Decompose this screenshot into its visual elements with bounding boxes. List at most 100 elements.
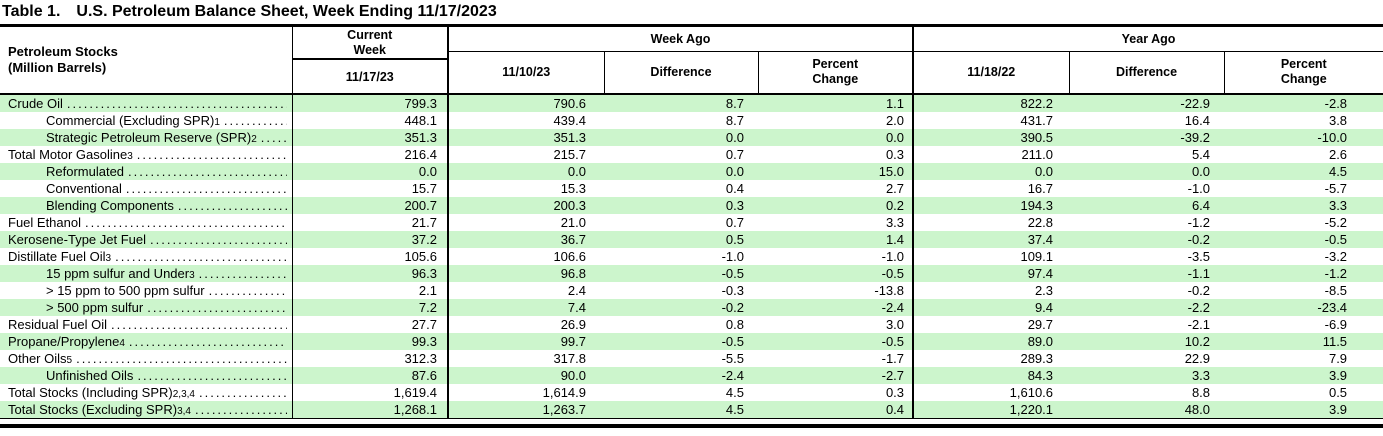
row-label: > 500 ppm sulfur — [46, 300, 144, 315]
row-label-cell: Blending Components — [0, 197, 293, 214]
leader-dots — [199, 384, 287, 401]
week-ago-value: 1,614.9 — [542, 385, 586, 400]
week-ago-value: 21.0 — [560, 215, 586, 230]
current-week-value: 351.3 — [292, 129, 449, 146]
year-ago-difference: 6.4 — [1069, 197, 1225, 214]
week-ago-percent-change: -0.5 — [758, 333, 915, 350]
week-ago-value: 7.4 — [448, 299, 604, 316]
current-week-value: 799.3 — [292, 94, 449, 112]
row-label-cell: Conventional — [0, 180, 293, 197]
year-ago-difference: 16.4 — [1184, 113, 1211, 128]
header-group-row: Petroleum Stocks (Million Barrels) Curre… — [0, 25, 1383, 95]
week-ago-difference: 0.7 — [725, 147, 744, 162]
week-ago-percent-change: 0.4 — [758, 401, 915, 419]
year-ago-value: 431.7 — [1020, 113, 1054, 128]
row-label-cell: Reformulated — [0, 163, 293, 180]
bottom-rule — [0, 424, 1383, 428]
row-label: 15 ppm sulfur and Under — [46, 266, 190, 281]
year-ago-difference: -2.2 — [1069, 299, 1225, 316]
table-row: Blending Components 200.7200.30.30.2194.3… — [0, 197, 1383, 214]
row-label: Reformulated — [46, 164, 125, 179]
row-label: Total Stocks (Excluding SPR) — [8, 402, 178, 417]
row-label-cell: Distillate Fuel Oil 3 — [0, 248, 293, 265]
current-week-value: 105.6 — [292, 248, 449, 265]
table-row: Kerosene-Type Jet Fuel 37.236.70.51.437.4… — [0, 231, 1383, 248]
current-week-value: 312.3 — [292, 350, 449, 367]
table-row: Total Motor Gasoline3216.4 215.7 0.7 0.3 211… — [0, 146, 1383, 163]
stub-header: Petroleum Stocks (Million Barrels) — [0, 25, 293, 95]
current-week-value: 87.6 — [292, 367, 449, 384]
week-ago-percent-change: 1.1 — [758, 94, 915, 112]
week-ago-difference: -2.4 — [604, 367, 758, 384]
year-ago-percent-change: 7.9 — [1328, 351, 1348, 366]
leader-dots — [224, 112, 287, 129]
year-ago-difference: 0.0 — [1069, 163, 1225, 180]
year-ago-value: 2.3 — [1034, 283, 1054, 298]
leader-dots — [76, 350, 286, 367]
current-week-value: 200.7 — [292, 197, 449, 214]
table-row: Conventional 15.7 15.3 0.4 2.7 16.7 -1.0 -5.7 — [0, 180, 1383, 197]
row-label: Kerosene-Type Jet Fuel — [8, 232, 147, 247]
current-week-value: 216.4 — [292, 146, 449, 163]
year-ago-percent-change: 4.5 — [1224, 163, 1383, 180]
week-ago-percent-change: 0.3 — [758, 384, 915, 401]
week-ago-percent-header: Percent Change — [758, 51, 915, 95]
year-ago-value: 22.8 — [1027, 215, 1054, 230]
row-label-cell: Residual Fuel Oil — [0, 316, 293, 333]
week-ago-percent-change: 2.0 — [758, 112, 915, 129]
table-row: > 15 ppm to 500 ppm sulfur 2.1 2.4 -0.3 -13.… — [0, 282, 1383, 299]
week-ago-value: 26.9 — [560, 317, 586, 332]
week-ago-value: 106.6 — [553, 249, 586, 264]
stub-header-line1: Petroleum Stocks — [8, 44, 118, 59]
row-label: Residual Fuel Oil — [8, 317, 107, 332]
year-ago-percent-change: 0.5 — [1328, 385, 1348, 400]
row-label-cell: Fuel Ethanol — [0, 214, 293, 231]
week-ago-value: 90.0 — [448, 367, 604, 384]
table-number: Table 1. — [2, 3, 61, 20]
year-ago-difference: 8.8 — [1191, 385, 1211, 400]
table-row: Propane/Propylene499.399.7-0.5-0.589.010… — [0, 333, 1383, 350]
row-label: Commercial (Excluding SPR) — [46, 113, 215, 128]
week-ago-percent-change: -1.0 — [758, 248, 915, 265]
row-label: Strategic Petroleum Reserve (SPR) — [46, 130, 252, 145]
week-ago-percent-change: 3.3 — [758, 214, 915, 231]
week-ago-percent-change: -2.7 — [758, 367, 915, 384]
leader-dots — [209, 282, 287, 299]
week-ago-value: 790.6 — [448, 94, 604, 112]
row-label: > 15 ppm to 500 ppm sulfur — [46, 283, 205, 298]
leader-dots — [126, 180, 287, 197]
year-ago-value: 89.0 — [913, 333, 1070, 350]
week-ago-difference: 4.5 — [604, 401, 758, 419]
table-row: Fuel Ethanol 21.7 21.0 0.7 3.3 22.8 -1.2 -5.2 — [0, 214, 1383, 231]
table-row: Reformulated0.00.00.015.00.00.04.5 — [0, 163, 1383, 180]
stub-header-line2: (Million Barrels) — [8, 60, 107, 75]
year-ago-difference: -0.2 — [1187, 283, 1211, 298]
year-ago-percent-change: -23.4 — [1224, 299, 1383, 316]
week-ago-percent-change: 3.0 — [758, 316, 915, 333]
row-label-cell: Total Motor Gasoline 3 — [0, 146, 293, 163]
current-week-label: Current Week — [292, 27, 447, 60]
table-row: Distillate Fuel Oil3105.6 106.6 -1.0 -1.0 10… — [0, 248, 1383, 265]
week-ago-value: 0.0 — [448, 163, 604, 180]
week-ago-difference: -0.5 — [604, 265, 758, 282]
leader-dots — [261, 129, 287, 146]
leader-dots — [150, 231, 286, 248]
year-ago-value: 289.3 — [1020, 351, 1054, 366]
week-ago-percent-change: -0.5 — [758, 265, 915, 282]
week-ago-percent-change: 0.0 — [758, 129, 915, 146]
current-week-value: 15.7 — [292, 180, 449, 197]
current-week-value: 37.2 — [292, 231, 449, 248]
header-sub-row: 11/10/23 Difference Percent Change 11/18… — [0, 51, 1383, 95]
week-ago-difference: 0.5 — [604, 231, 758, 248]
row-label-cell: Kerosene-Type Jet Fuel — [0, 231, 293, 248]
week-ago-difference: 4.5 — [725, 385, 744, 400]
year-ago-percent-change: -5.7 — [1324, 181, 1348, 196]
week-ago-value: 15.3 — [560, 181, 586, 196]
row-label: Propane/Propylene — [8, 334, 120, 349]
week-ago-percent-change: 1.4 — [758, 231, 915, 248]
year-ago-group-header: Year Ago — [913, 25, 1383, 52]
year-ago-difference: -22.9 — [1069, 94, 1225, 112]
week-ago-percent-change: 0.2 — [758, 197, 915, 214]
row-label: Unfinished Oils — [46, 368, 134, 383]
